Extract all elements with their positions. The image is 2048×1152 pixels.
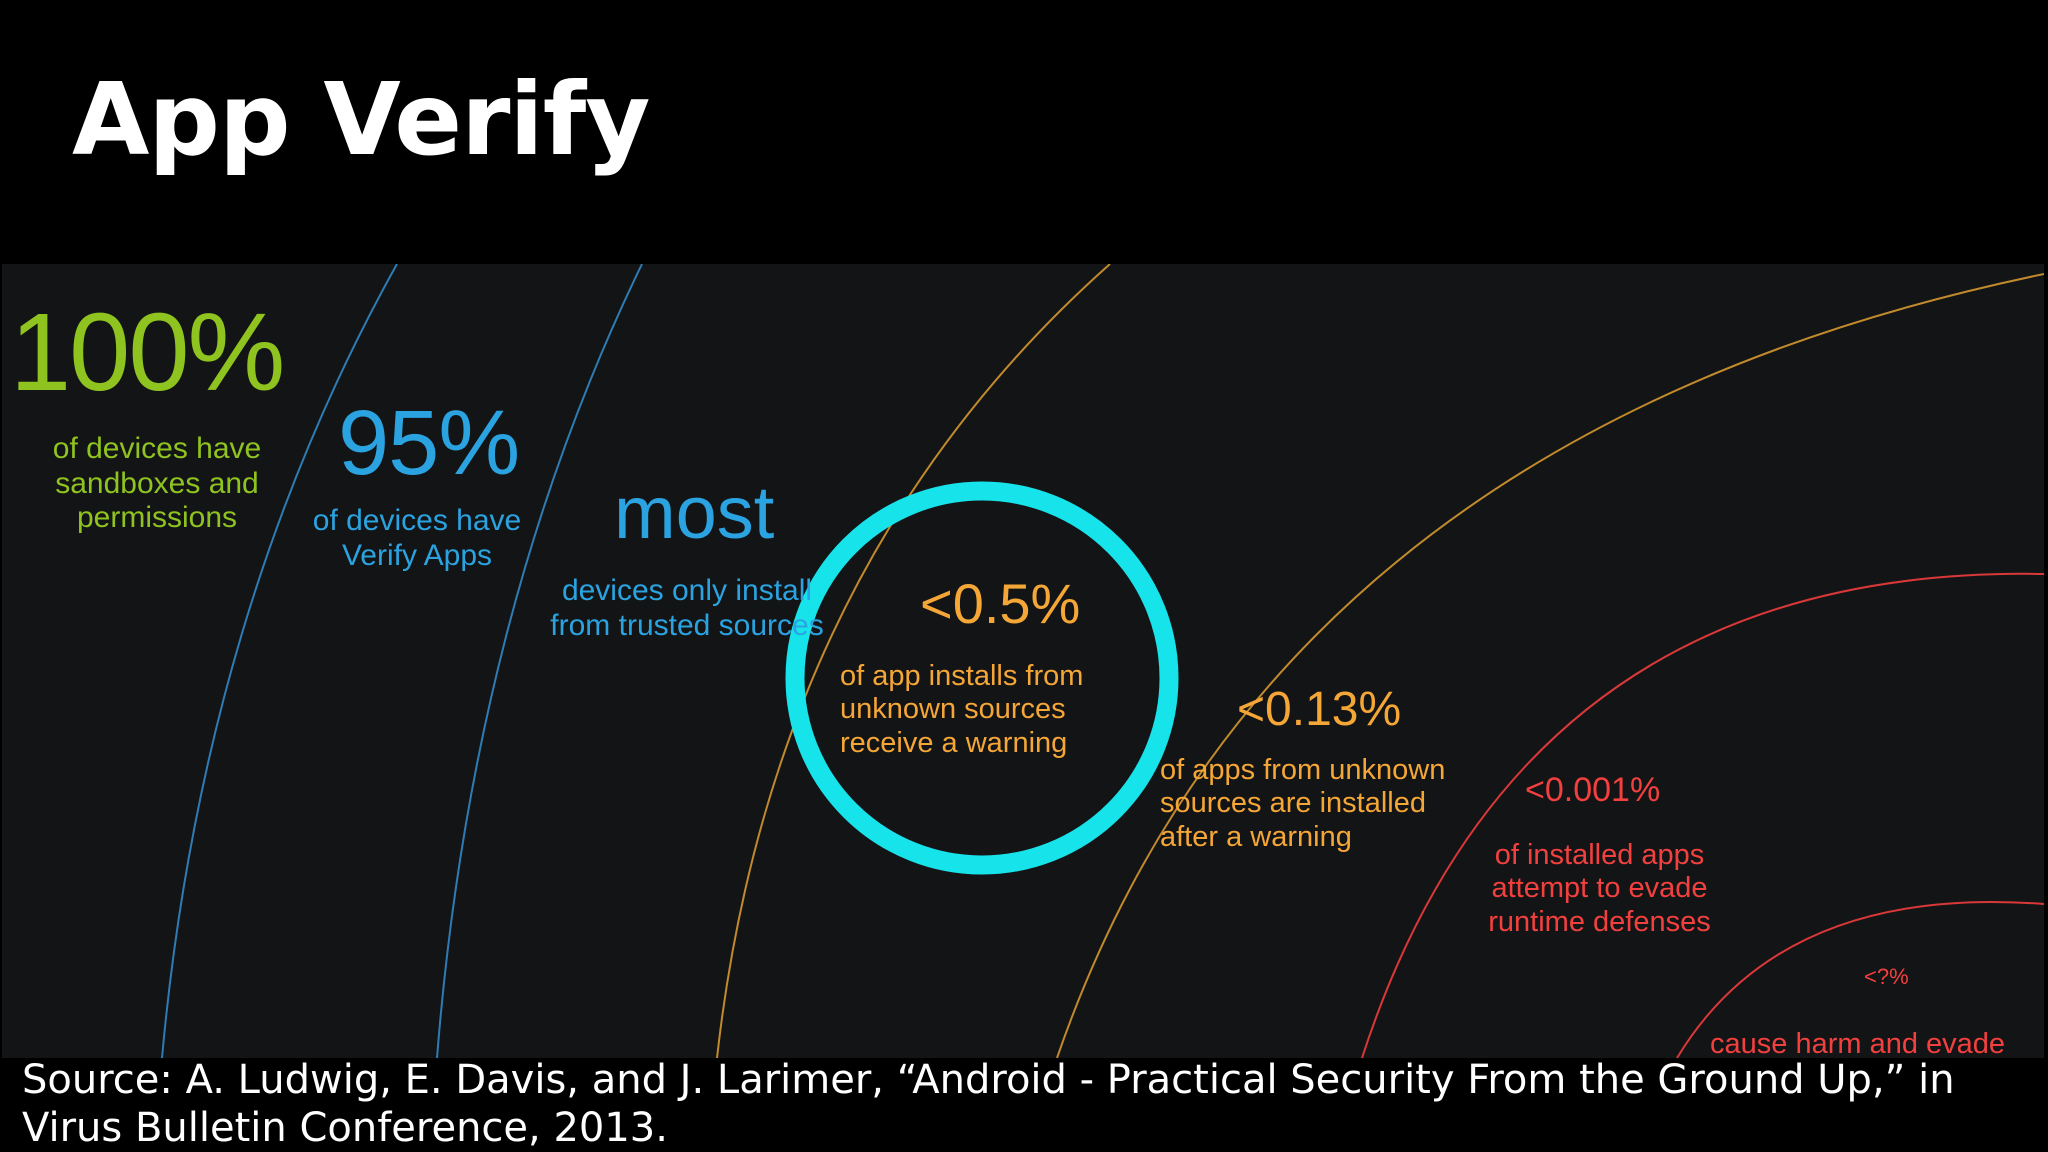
caption-bar [0, 1058, 2048, 1152]
layer-3-label: devices only install from trusted source… [550, 574, 824, 642]
layer-2-label: of devices have Verify Apps [312, 504, 522, 572]
security-layers-diagram: 100% of devices have sandboxes and permi… [2, 264, 2044, 1060]
slide-header: App Verify [0, 0, 2048, 264]
arc-trusted-sources [716, 264, 1111, 1058]
layer-7-label: cause harm and evade [1710, 1028, 2006, 1060]
arc-unknown-sources [1056, 273, 2044, 1058]
layer-2-value: 95% [338, 392, 520, 494]
layer-4-value: <0.5% [920, 572, 1081, 635]
layer-5-value: <0.13% [1237, 683, 1402, 736]
layer-4-label: of app installs from unknown sources rec… [840, 660, 1084, 759]
layer-1-label: of devices have sandboxes and permission… [52, 432, 262, 534]
arc-evade-defenses [1676, 900, 2044, 1058]
arc-verify-apps [436, 264, 643, 1058]
layer-6-label: of installed apps attempt to evade runti… [1488, 839, 1711, 938]
layer-7-value: <?% [1864, 964, 1909, 989]
arc-installed-after-warning [1361, 572, 2044, 1058]
slide-title: App Verify [72, 61, 650, 178]
highlight-circle [785, 481, 1179, 875]
layer-arcs [161, 264, 2044, 1058]
layer-5-label: of apps from unknown sources are install… [1160, 754, 1446, 853]
layer-6-value: <0.001% [1525, 771, 1661, 809]
source-citation: Source: A. Ludwig, E. Davis, and J. Lari… [22, 1057, 1955, 1151]
layer-1-value: 100% [10, 291, 285, 414]
arc-sandbox [161, 264, 398, 1058]
layer-3-value: most [614, 471, 775, 554]
